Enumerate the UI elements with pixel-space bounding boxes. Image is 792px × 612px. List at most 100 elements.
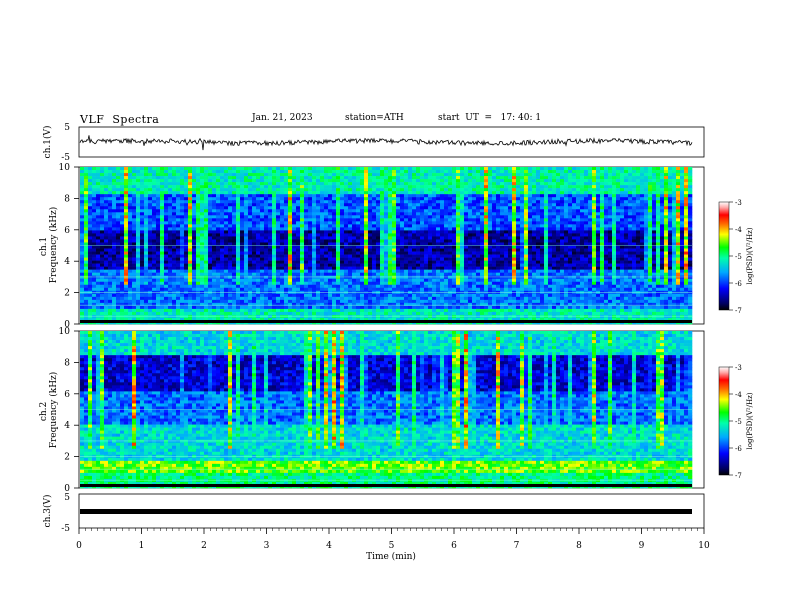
spectrogram-cell xyxy=(412,170,416,173)
spectrogram-cell xyxy=(104,255,108,258)
spectrogram-cell xyxy=(420,167,424,170)
spectrogram-cell xyxy=(244,285,248,288)
spectrogram-cell xyxy=(440,282,444,285)
spectrogram-cell xyxy=(292,255,296,258)
spectrogram-cell xyxy=(272,303,276,306)
spectrogram-cell xyxy=(300,261,304,264)
spectrogram-cell xyxy=(160,309,164,312)
spectrogram-cell xyxy=(240,288,244,291)
spectrogram-cell xyxy=(316,233,320,236)
spectrogram-cell xyxy=(416,179,420,182)
spectrogram-cell xyxy=(112,309,116,312)
spectrogram-cell xyxy=(444,176,448,179)
ch1-ytick-top: 5 xyxy=(64,123,70,133)
spectrogram-cell xyxy=(352,309,356,312)
spectrogram-cell xyxy=(460,206,464,209)
spectrogram-cell xyxy=(172,261,176,264)
spectrogram-cell xyxy=(336,206,340,209)
spectrogram-cell xyxy=(116,203,120,206)
spectrogram-cell xyxy=(308,279,312,282)
spectrogram-cell xyxy=(452,218,456,221)
spectrogram-cell xyxy=(424,264,428,267)
spectrogram-cell xyxy=(404,200,408,203)
spectrogram-cell xyxy=(248,267,252,270)
spectrogram-cell xyxy=(296,176,300,179)
spectrogram-cell xyxy=(428,221,432,224)
spectrogram-cell xyxy=(312,270,316,273)
spectrogram-cell xyxy=(136,267,140,270)
spectrogram-cell xyxy=(360,246,364,249)
spectrogram-cell xyxy=(260,224,264,227)
spectrogram-cell xyxy=(368,246,372,249)
spectrogram-cell xyxy=(432,176,436,179)
spectrogram-cell xyxy=(188,230,192,233)
spectrogram-cell xyxy=(460,288,464,291)
spectrogram-cell xyxy=(288,236,292,239)
spectrogram-cell xyxy=(428,230,432,233)
spectrogram-cell xyxy=(412,309,416,312)
spectrogram-cell xyxy=(176,267,180,270)
spectrogram-cell xyxy=(132,312,136,315)
spectrogram-cell xyxy=(404,264,408,267)
spectrogram-cell xyxy=(204,233,208,236)
spectrogram-cell xyxy=(328,303,332,306)
spectrogram-cell xyxy=(84,261,88,264)
spectrogram-cell xyxy=(256,206,260,209)
spectrogram-cell xyxy=(132,279,136,282)
spectrogram-cell xyxy=(296,258,300,261)
spectrogram-cell xyxy=(176,200,180,203)
spectrogram-cell xyxy=(352,236,356,239)
spectrogram-cell xyxy=(148,279,152,282)
spectrogram-cell xyxy=(320,188,324,191)
spectrogram-cell xyxy=(80,185,84,188)
spectrogram-cell xyxy=(84,306,88,309)
spectrogram-cell xyxy=(172,179,176,182)
spectrogram-cell xyxy=(240,218,244,221)
spectrogram-cell xyxy=(156,285,160,288)
spectrogram-cell xyxy=(196,303,200,306)
spectrogram-cell xyxy=(316,182,320,185)
spectrogram-cell xyxy=(408,261,412,264)
spectrogram-cell xyxy=(156,255,160,258)
spectrogram-cell xyxy=(400,258,404,261)
spectrogram-cell xyxy=(248,282,252,285)
spectrogram-cell xyxy=(152,227,156,230)
spectrogram-cell xyxy=(436,315,440,318)
spectrogram-cell xyxy=(176,282,180,285)
spectrogram-cell xyxy=(100,246,104,249)
spectrogram-cell xyxy=(292,297,296,300)
spectrogram-cell xyxy=(324,249,328,252)
spectrogram-cell xyxy=(396,285,400,288)
spectrogram-cell xyxy=(404,236,408,239)
spectrogram-cell xyxy=(204,239,208,242)
spectrogram-cell xyxy=(372,224,376,227)
spectrogram-cell xyxy=(368,185,372,188)
spectrogram-cell xyxy=(184,215,188,218)
spectrogram-cell xyxy=(128,288,132,291)
spectrogram-cell xyxy=(452,221,456,224)
spectrogram-cell xyxy=(156,200,160,203)
spectrogram-cell xyxy=(120,294,124,297)
spectrogram-cell xyxy=(348,270,352,273)
spectrogram-cell xyxy=(352,215,356,218)
spectrogram-cell xyxy=(312,170,316,173)
spectrogram-cell xyxy=(276,176,280,179)
spectrogram-cell xyxy=(412,179,416,182)
spectrogram-cell xyxy=(304,239,308,242)
spectrogram-cell xyxy=(112,218,116,221)
spectrogram-cell xyxy=(452,176,456,179)
spectrogram-cell xyxy=(148,236,152,239)
spectrogram-cell xyxy=(144,264,148,267)
spectrogram-cell xyxy=(172,264,176,267)
spectrogram-cell xyxy=(300,188,304,191)
spectrogram-cell xyxy=(252,218,256,221)
spectrogram-cell xyxy=(396,227,400,230)
spectrogram-cell xyxy=(276,306,280,309)
spectrogram-cell xyxy=(336,273,340,276)
spectrogram-cell xyxy=(148,282,152,285)
spectrogram-cell xyxy=(420,173,424,176)
spectrogram-cell xyxy=(316,215,320,218)
spectrogram-cell xyxy=(100,312,104,315)
spectrogram-cell xyxy=(308,233,312,236)
spectrogram-cell xyxy=(252,185,256,188)
